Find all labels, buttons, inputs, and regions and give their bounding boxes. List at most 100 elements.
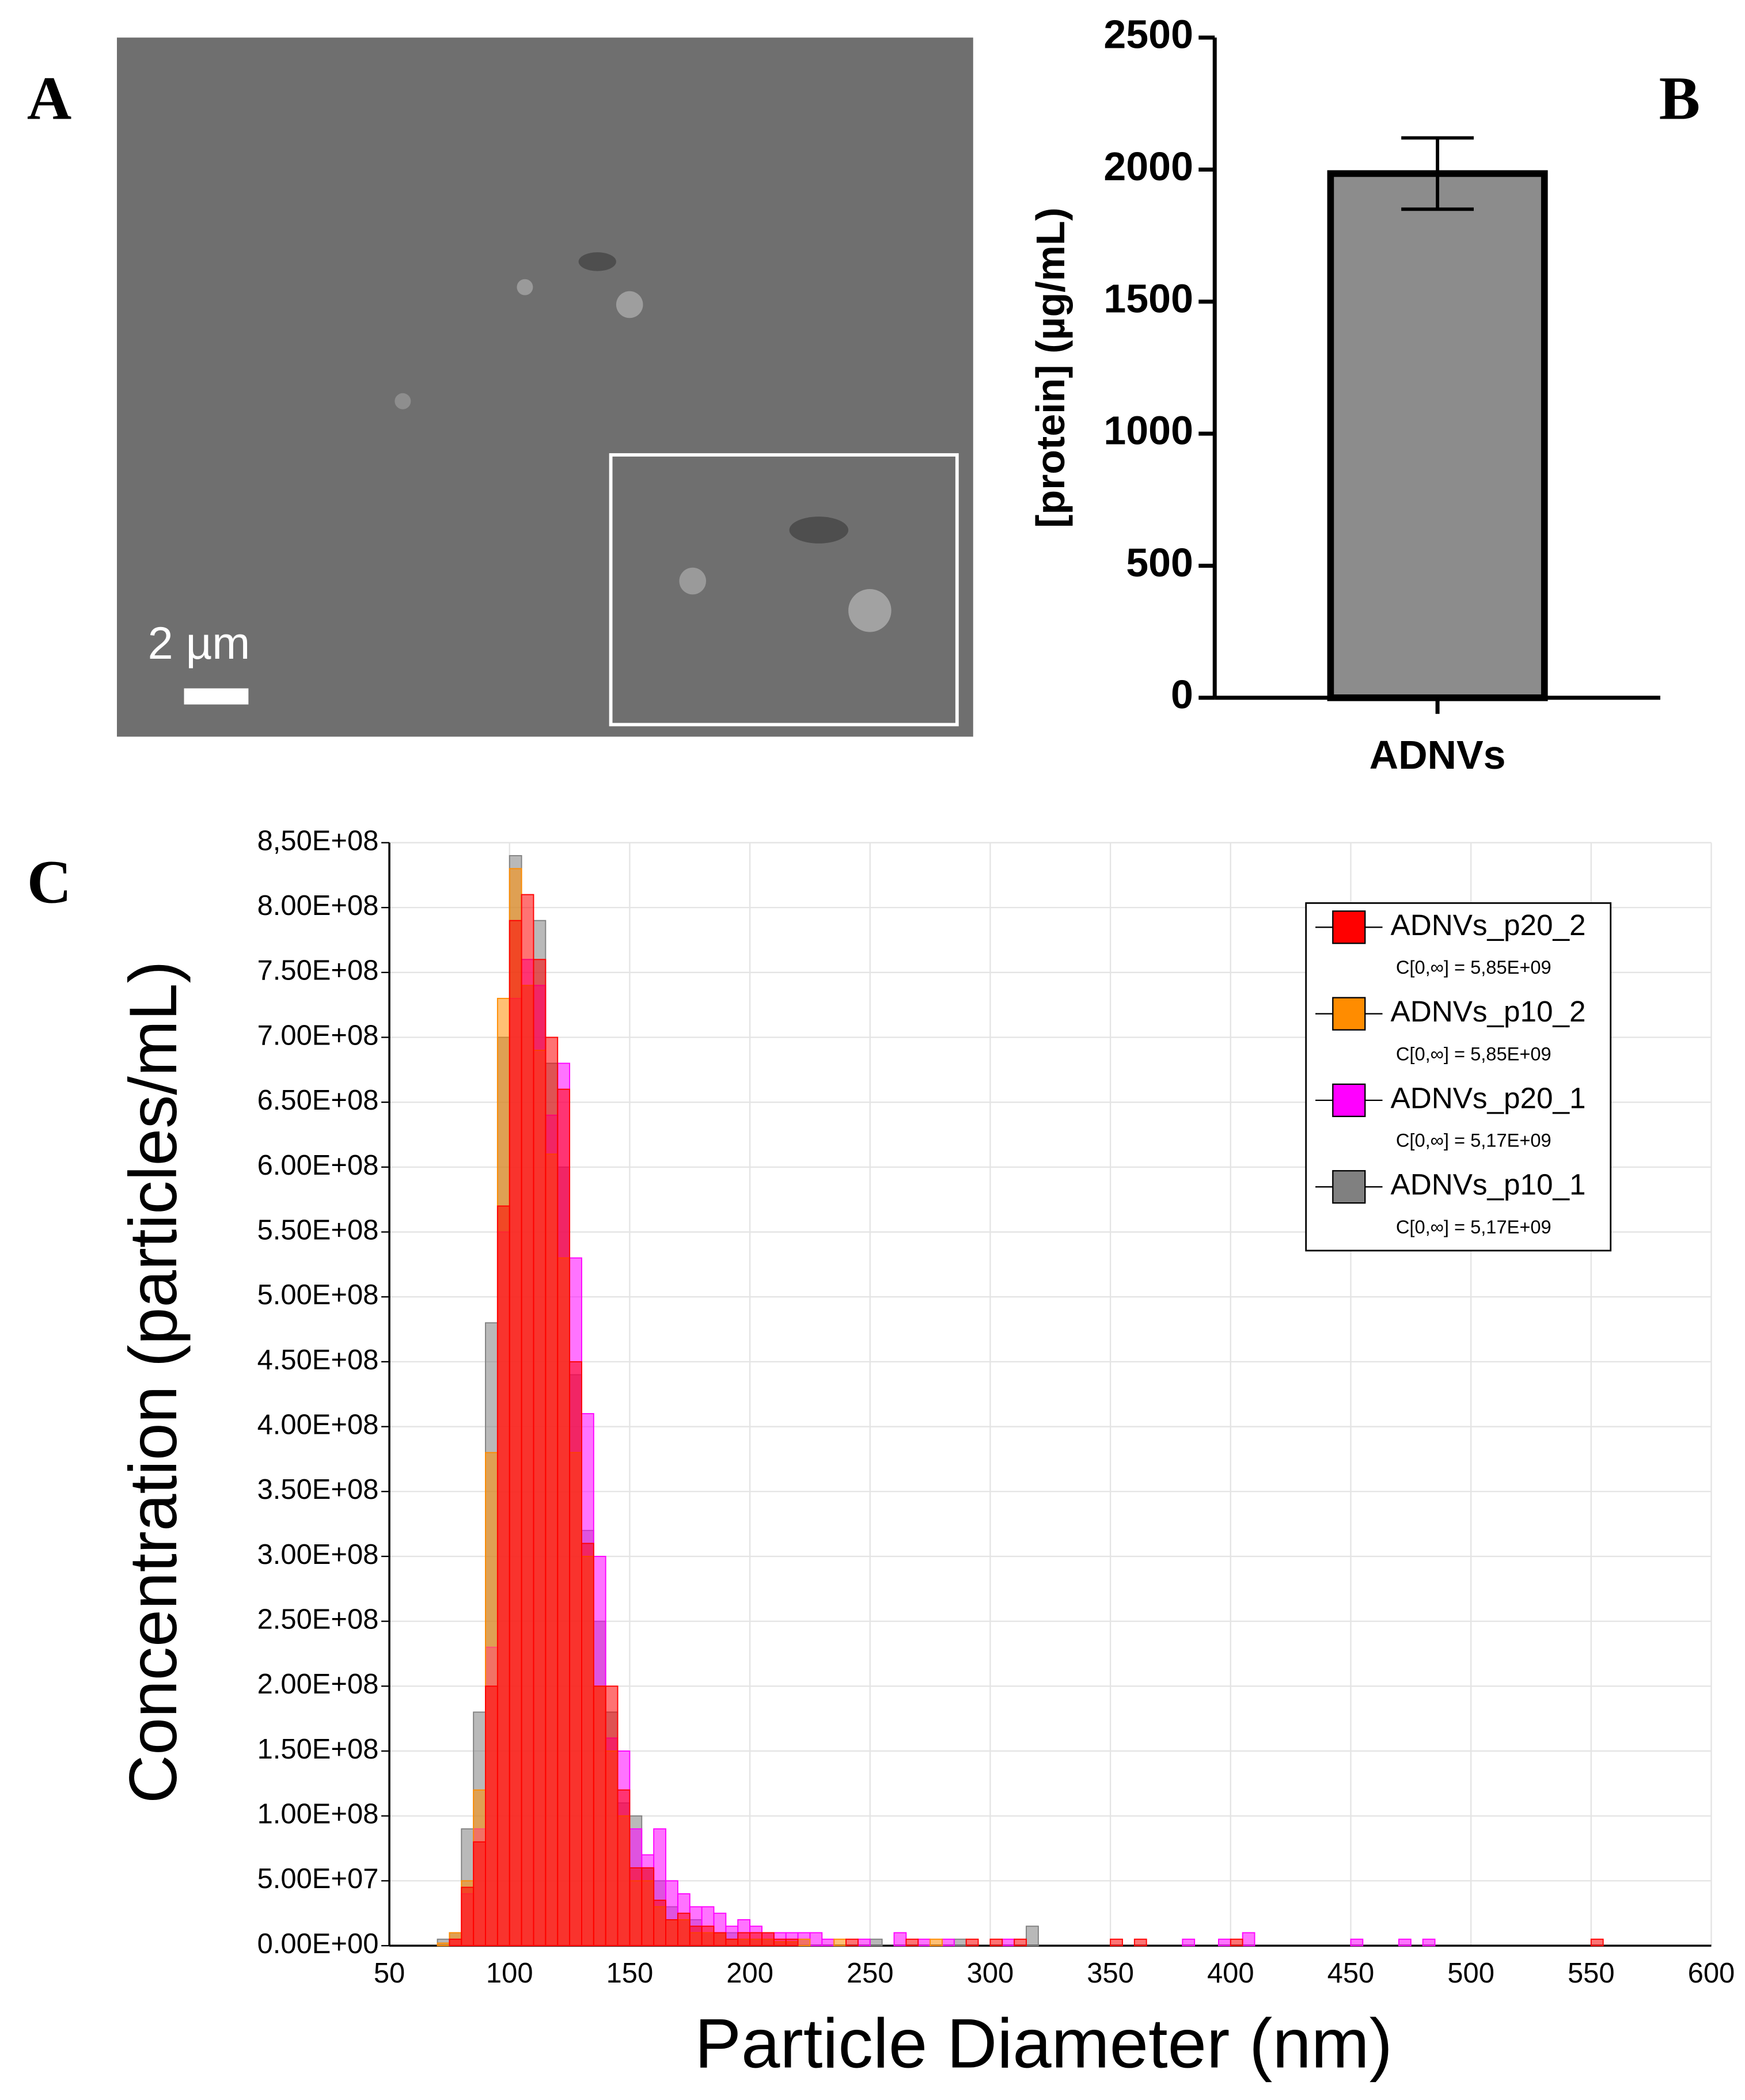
- hist-bar: [917, 1938, 931, 1946]
- debris: [578, 252, 616, 271]
- y-tick-label: 5.00E+07: [257, 1863, 379, 1894]
- x-tick-label: 350: [1087, 1958, 1134, 1989]
- hist-bar: [713, 1932, 727, 1946]
- x-tick-label: 100: [486, 1958, 533, 1989]
- scale-bar: [184, 688, 249, 705]
- x-tick-label: ADNVs: [1370, 732, 1506, 777]
- y-axis-label: Concentration (particles/mL): [116, 961, 191, 1803]
- y-tick-label: 0.00E+00: [257, 1928, 379, 1960]
- hist-bar: [785, 1938, 799, 1946]
- hist-bar: [1182, 1938, 1196, 1946]
- series: [449, 894, 1604, 1946]
- y-tick-label: 0: [1171, 672, 1193, 717]
- hist-bar: [809, 1932, 823, 1946]
- y-tick-label: 1500: [1103, 276, 1193, 321]
- hist-bar: [1590, 1938, 1604, 1946]
- hist-bar: [965, 1938, 979, 1946]
- hist-bar: [1230, 1938, 1243, 1946]
- hist-bar: [1014, 1938, 1027, 1946]
- y-tick-label: 2500: [1103, 12, 1193, 57]
- x-tick-label: 600: [1688, 1958, 1735, 1989]
- x-tick-label: 550: [1568, 1958, 1615, 1989]
- vesicle: [616, 291, 643, 318]
- y-tick-label: 7.50E+08: [257, 955, 379, 986]
- legend-swatch: [1332, 1083, 1366, 1118]
- hist-bar: [989, 1938, 1003, 1946]
- hist-bar: [677, 1912, 691, 1946]
- bar: [1327, 170, 1548, 701]
- vesicle: [679, 567, 707, 595]
- hist-bar: [953, 1938, 967, 1946]
- inset-frame: [609, 453, 959, 727]
- hist-bar: [725, 1938, 739, 1946]
- hist-bar: [833, 1938, 847, 1946]
- hist-bar: [605, 1685, 619, 1946]
- hist-bar: [1242, 1932, 1255, 1946]
- x-tick-label: 200: [726, 1958, 773, 1989]
- hist-bar: [521, 894, 534, 1946]
- x-tick-label: 300: [967, 1958, 1014, 1989]
- y-tick-label: 2.00E+08: [257, 1669, 379, 1700]
- y-axis-label: [protein] (µg/mL): [1028, 207, 1073, 528]
- hist-bar: [797, 1938, 811, 1946]
- y-tick-label: 8.00E+08: [257, 890, 379, 921]
- hist-bar: [593, 1685, 606, 1946]
- hist-bar: [1398, 1938, 1412, 1946]
- y-tick-label: 1.50E+08: [257, 1734, 379, 1765]
- hist-bar: [581, 1543, 594, 1946]
- legend-note: C[0,∞] = 5,17E+09: [1396, 1130, 1551, 1151]
- hist-bar: [437, 1942, 450, 1946]
- hist-bar: [641, 1867, 655, 1946]
- hist-bar: [509, 920, 522, 1946]
- legend-label: ADNVs_p20_2: [1391, 909, 1586, 941]
- hist-bar: [617, 1789, 631, 1946]
- panel-label: B: [1659, 64, 1700, 132]
- hist-bar: [942, 1938, 955, 1946]
- vesicle: [848, 589, 892, 632]
- y-tick-label: 6.50E+08: [257, 1085, 379, 1116]
- x-tick-label: 250: [847, 1958, 894, 1989]
- hist-bar: [1133, 1938, 1147, 1946]
- debris: [789, 517, 849, 544]
- legend-swatch: [1332, 997, 1366, 1031]
- hist-bar: [821, 1938, 835, 1946]
- vesicle: [394, 393, 411, 409]
- hist-bar: [545, 1036, 559, 1946]
- hist-bar: [496, 1205, 510, 1946]
- legend-label: ADNVs_p10_1: [1391, 1168, 1586, 1201]
- hist-bar: [701, 1926, 715, 1946]
- hist-bar: [1350, 1938, 1364, 1946]
- y-tick-label: 3.00E+08: [257, 1539, 379, 1570]
- hist-bar: [857, 1938, 871, 1946]
- y-tick-label: 3.50E+08: [257, 1474, 379, 1505]
- hist-bar: [533, 959, 547, 1946]
- y-tick-label: 500: [1126, 540, 1193, 585]
- hist-bar: [1026, 1926, 1039, 1946]
- hist-bar: [761, 1932, 775, 1946]
- bar-chart: 0 500 1000 1500 2000 2500 [protein] (µg/mL) ADN…: [1028, 12, 1660, 777]
- y-tick-label: 2.50E+08: [257, 1604, 379, 1635]
- y-tick-label: 4.00E+08: [257, 1409, 379, 1440]
- x-tick-label: 450: [1327, 1958, 1375, 1989]
- x-axis-label: Particle Diameter (nm): [695, 2004, 1393, 2082]
- y-tick-label: 5.00E+08: [257, 1279, 379, 1311]
- hist-bar: [689, 1926, 703, 1946]
- hist-bar: [449, 1938, 462, 1946]
- legend-label: ADNVs_p10_2: [1391, 995, 1586, 1028]
- panel-label: A: [27, 64, 71, 132]
- y-tick-label: 7.00E+08: [257, 1020, 379, 1051]
- micrograph: 2 µm: [117, 37, 973, 737]
- scale-label: 2 µm: [148, 617, 251, 669]
- y-tick-label: 6.00E+08: [257, 1150, 379, 1181]
- hist-bar: [1110, 1938, 1123, 1946]
- hist-bar: [1002, 1938, 1015, 1946]
- legend: ADNVs_p20_2 C[0,∞] = 5,85E+09 ADNVs_p10_2 C…: [1305, 902, 1612, 1252]
- legend-note: C[0,∞] = 5,17E+09: [1396, 1216, 1551, 1237]
- legend-note: C[0,∞] = 5,85E+09: [1396, 1043, 1551, 1064]
- hist-bar: [737, 1932, 751, 1946]
- hist-bar: [893, 1932, 907, 1946]
- hist-bar: [869, 1938, 883, 1946]
- y-tick-label: 1.00E+08: [257, 1799, 379, 1830]
- hist-bar: [845, 1938, 859, 1946]
